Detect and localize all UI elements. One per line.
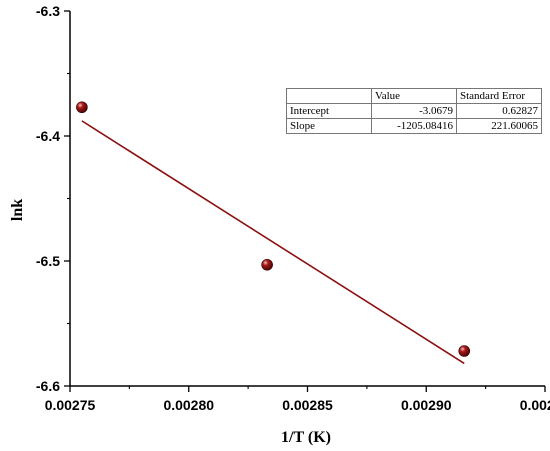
y-tick-label: -6.3 (36, 3, 60, 19)
fit-table-cell: Intercept (286, 103, 372, 119)
x-tick-label: 0.00290 (401, 397, 452, 413)
data-point (261, 258, 273, 271)
y-axis-title: lnk (9, 199, 26, 221)
y-tick-label: -6.6 (36, 378, 60, 394)
fit-table-header-cell: Value (371, 88, 457, 104)
data-points (76, 101, 471, 357)
fit-table-cell: 0.62827 (456, 103, 542, 119)
x-tick-label: 0.00280 (163, 397, 214, 413)
fit-line (81, 120, 465, 365)
x-tick-label: 0.00285 (282, 397, 333, 413)
data-point (458, 345, 471, 357)
fit-table-row: Intercept -3.0679 0.62827 (286, 103, 542, 119)
fit-table-cell: -3.0679 (371, 103, 457, 119)
fit-table-header-cell: Standard Error (456, 88, 542, 104)
x-tick-label: 0.00275 (45, 397, 96, 413)
fit-table-header-row: Value Standard Error (286, 88, 542, 104)
x-tick-label: 0.00295 (520, 397, 550, 413)
fit-table-cell: Slope (286, 118, 372, 134)
fit-table-cell: -1205.08416 (371, 118, 457, 134)
data-point (76, 101, 88, 114)
ticks: 0.00275 0.00280 0.00285 0.00290 0.00295 -6.3 -… (36, 3, 550, 413)
fit-table-cell: 221.60065 (456, 118, 542, 134)
fit-table-row: Slope -1205.08416 221.60065 (286, 118, 542, 134)
y-tick-label: -6.4 (36, 128, 60, 144)
y-tick-label: -6.5 (36, 253, 60, 269)
axes (69, 11, 545, 387)
x-axis-title: 1/T (K) (281, 429, 331, 446)
fit-parameters-table: Value Standard Error Intercept -3.0679 0… (286, 88, 542, 134)
fit-table-header-cell (286, 88, 372, 104)
